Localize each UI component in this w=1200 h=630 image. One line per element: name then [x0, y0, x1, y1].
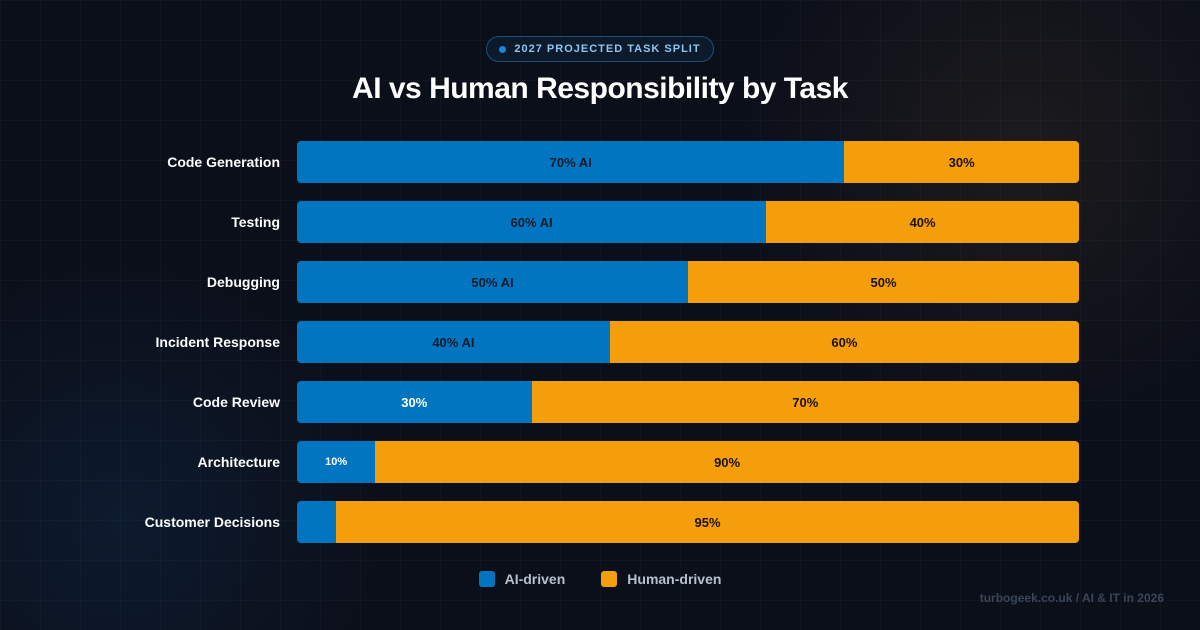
legend-item: AI-driven — [478, 571, 566, 587]
human-segment: 95% — [336, 501, 1079, 543]
category-label: Customer Decisions — [144, 514, 280, 530]
legend-item: Human-driven — [601, 571, 721, 587]
ai-segment: 60% AI — [297, 201, 767, 243]
chart-title: AI vs Human Responsibility by Task — [352, 72, 848, 105]
category-label: Debugging — [206, 274, 280, 290]
category-label: Incident Response — [155, 334, 280, 350]
category-label: Code Review — [192, 394, 280, 410]
footer-credit: turbogeek.co.uk / AI & IT in 2026 — [979, 591, 1164, 605]
human-segment: 30% — [844, 141, 1079, 183]
human-segment: 70% — [531, 381, 1079, 423]
category-label: Code Generation — [167, 154, 280, 170]
human-segment: 50% — [688, 261, 1079, 303]
bar-row: 50% AI 50% — [297, 261, 1079, 303]
legend-swatch — [601, 571, 618, 587]
chart-legend: AI-driven Human-driven — [0, 571, 1200, 587]
human-segment: 40% — [766, 201, 1079, 243]
bar-row: 30% 70% — [297, 381, 1079, 423]
bar-row: 40% AI 60% — [297, 321, 1079, 363]
bar-row: 70% AI 30% — [297, 141, 1079, 183]
ai-segment: 30% — [297, 381, 532, 423]
ai-segment: 10% — [297, 441, 376, 483]
ai-segment — [297, 501, 337, 543]
legend-label: Human-driven — [627, 571, 722, 587]
projection-badge: 2027 PROJECTED TASK SPLIT — [486, 36, 714, 62]
category-label: Architecture — [197, 454, 280, 470]
bar-row: 95% — [297, 501, 1079, 543]
category-label: Testing — [231, 214, 280, 230]
dot-icon — [499, 45, 507, 53]
bar-row: 60% AI 40% — [297, 201, 1079, 243]
legend-swatch — [478, 571, 495, 587]
human-segment: 60% — [609, 321, 1079, 363]
bar-row: 10% 90% — [297, 441, 1079, 483]
ai-segment: 40% AI — [297, 321, 610, 363]
ai-segment: 70% AI — [297, 141, 845, 183]
badge-text: 2027 PROJECTED TASK SPLIT — [514, 43, 701, 55]
ai-segment: 50% AI — [297, 261, 688, 303]
human-segment: 90% — [375, 441, 1079, 483]
legend-label: AI-driven — [504, 571, 566, 587]
